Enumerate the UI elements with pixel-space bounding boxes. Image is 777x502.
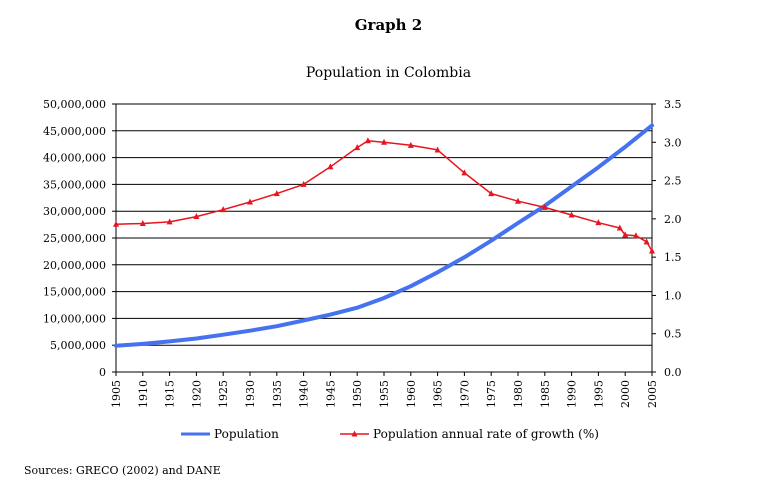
y-left-tick-label: 0 <box>99 366 106 379</box>
legend: Population Population annual rate of grow… <box>181 427 599 441</box>
growth-rate-marker <box>113 220 119 227</box>
y-left-tick-label: 50,000,000 <box>43 98 106 111</box>
y-right-tick-label: 2.5 <box>664 175 682 188</box>
growth-rate-marker <box>364 137 371 144</box>
y-left-tick-label: 40,000,000 <box>43 152 106 165</box>
y-right-tick-label: 3.5 <box>664 98 682 111</box>
x-tick-label: 1940 <box>298 380 311 408</box>
population-line <box>114 123 654 348</box>
y-left-tick-label: 30,000,000 <box>43 205 106 218</box>
growth-rate-marker <box>166 218 173 225</box>
y-right-tick-label: 3.0 <box>664 136 682 149</box>
x-tick-label: 1975 <box>485 380 498 408</box>
growth-rate-marker <box>434 146 441 153</box>
left-axis-ticks: 0 5,000,000 10,000,000 15,000,000 20,000,000… <box>43 98 116 379</box>
x-tick-label: 1965 <box>432 380 445 408</box>
growth-rate-marker <box>515 197 521 204</box>
x-tick-label: 2000 <box>619 380 632 408</box>
figure-label: Graph 2 <box>354 16 423 34</box>
growth-rate-marker <box>595 219 602 226</box>
x-tick-label: 1995 <box>592 380 605 408</box>
y-left-tick-label: 45,000,000 <box>43 125 106 138</box>
growth-rate-marker <box>407 141 414 148</box>
y-right-tick-label: 2.0 <box>664 213 682 226</box>
x-tick-label: 1945 <box>324 380 337 408</box>
y-left-tick-label: 10,000,000 <box>43 312 106 325</box>
legend-label-population: Population <box>214 427 279 441</box>
x-tick-label: 2005 <box>646 380 659 408</box>
growth-rate-marker <box>649 247 655 254</box>
legend-label-growth-rate: Population annual rate of growth (%) <box>373 427 599 441</box>
growth-rate-marker <box>568 211 575 218</box>
growth-rate-marker <box>139 219 146 226</box>
growth-rate-marker <box>247 198 253 205</box>
x-tick-label: 1960 <box>405 380 418 408</box>
y-left-tick-label: 35,000,000 <box>43 178 106 191</box>
growth-rate-marker <box>193 213 200 220</box>
source-note: Sources: GRECO (2002) and DANE <box>24 464 221 477</box>
x-tick-label: 1955 <box>378 380 391 408</box>
series <box>113 123 655 348</box>
y-right-tick-label: 0.0 <box>664 366 682 379</box>
x-tick-label: 1910 <box>137 380 150 408</box>
x-tick-label: 1915 <box>164 380 177 408</box>
x-tick-label: 1935 <box>271 380 284 408</box>
chart-title: Population in Colombia <box>305 65 472 81</box>
growth-rate-marker <box>354 144 361 151</box>
x-tick-label: 1920 <box>190 380 203 408</box>
legend-marker-growth-rate <box>351 430 358 437</box>
growth-rate-marker <box>622 231 629 238</box>
growth-rate-marker <box>488 190 495 197</box>
y-left-tick-label: 25,000,000 <box>43 232 106 245</box>
growth-rate-marker <box>541 203 548 210</box>
x-tick-label: 1985 <box>539 380 552 408</box>
y-left-tick-label: 20,000,000 <box>43 259 106 272</box>
y-left-tick-label: 5,000,000 <box>50 339 106 352</box>
x-tick-label: 1930 <box>244 380 257 408</box>
y-left-tick-label: 15,000,000 <box>43 286 106 299</box>
growth-rate-marker <box>381 138 387 145</box>
growth-rate-marker <box>300 180 307 187</box>
growth-rate-marker <box>461 169 468 176</box>
growth-rate-marker <box>632 232 639 239</box>
x-tick-label: 1905 <box>110 380 123 408</box>
y-right-tick-label: 1.0 <box>664 289 682 302</box>
y-right-tick-label: 0.5 <box>664 328 682 341</box>
x-tick-label: 1970 <box>458 380 471 408</box>
growth-rate-marker <box>273 190 280 197</box>
x-tick-label: 1980 <box>512 380 525 408</box>
y-right-tick-label: 1.5 <box>664 251 682 264</box>
growth-rate-marker <box>616 224 623 231</box>
right-axis-ticks: 0.0 0.5 1.0 1.5 2.0 2.5 3.0 3.5 <box>652 98 682 379</box>
x-axis-ticks: 1905 1910 1915 1920 1925 1930 1935 1940 1945 1950… <box>110 372 659 408</box>
growth-rate-marker <box>327 163 334 170</box>
growth-rate-marker <box>643 238 650 245</box>
x-tick-label: 1990 <box>566 380 579 408</box>
x-tick-label: 1950 <box>351 380 364 408</box>
growth-rate-marker <box>220 206 227 213</box>
gridlines <box>116 103 652 346</box>
x-tick-label: 1925 <box>217 380 230 408</box>
